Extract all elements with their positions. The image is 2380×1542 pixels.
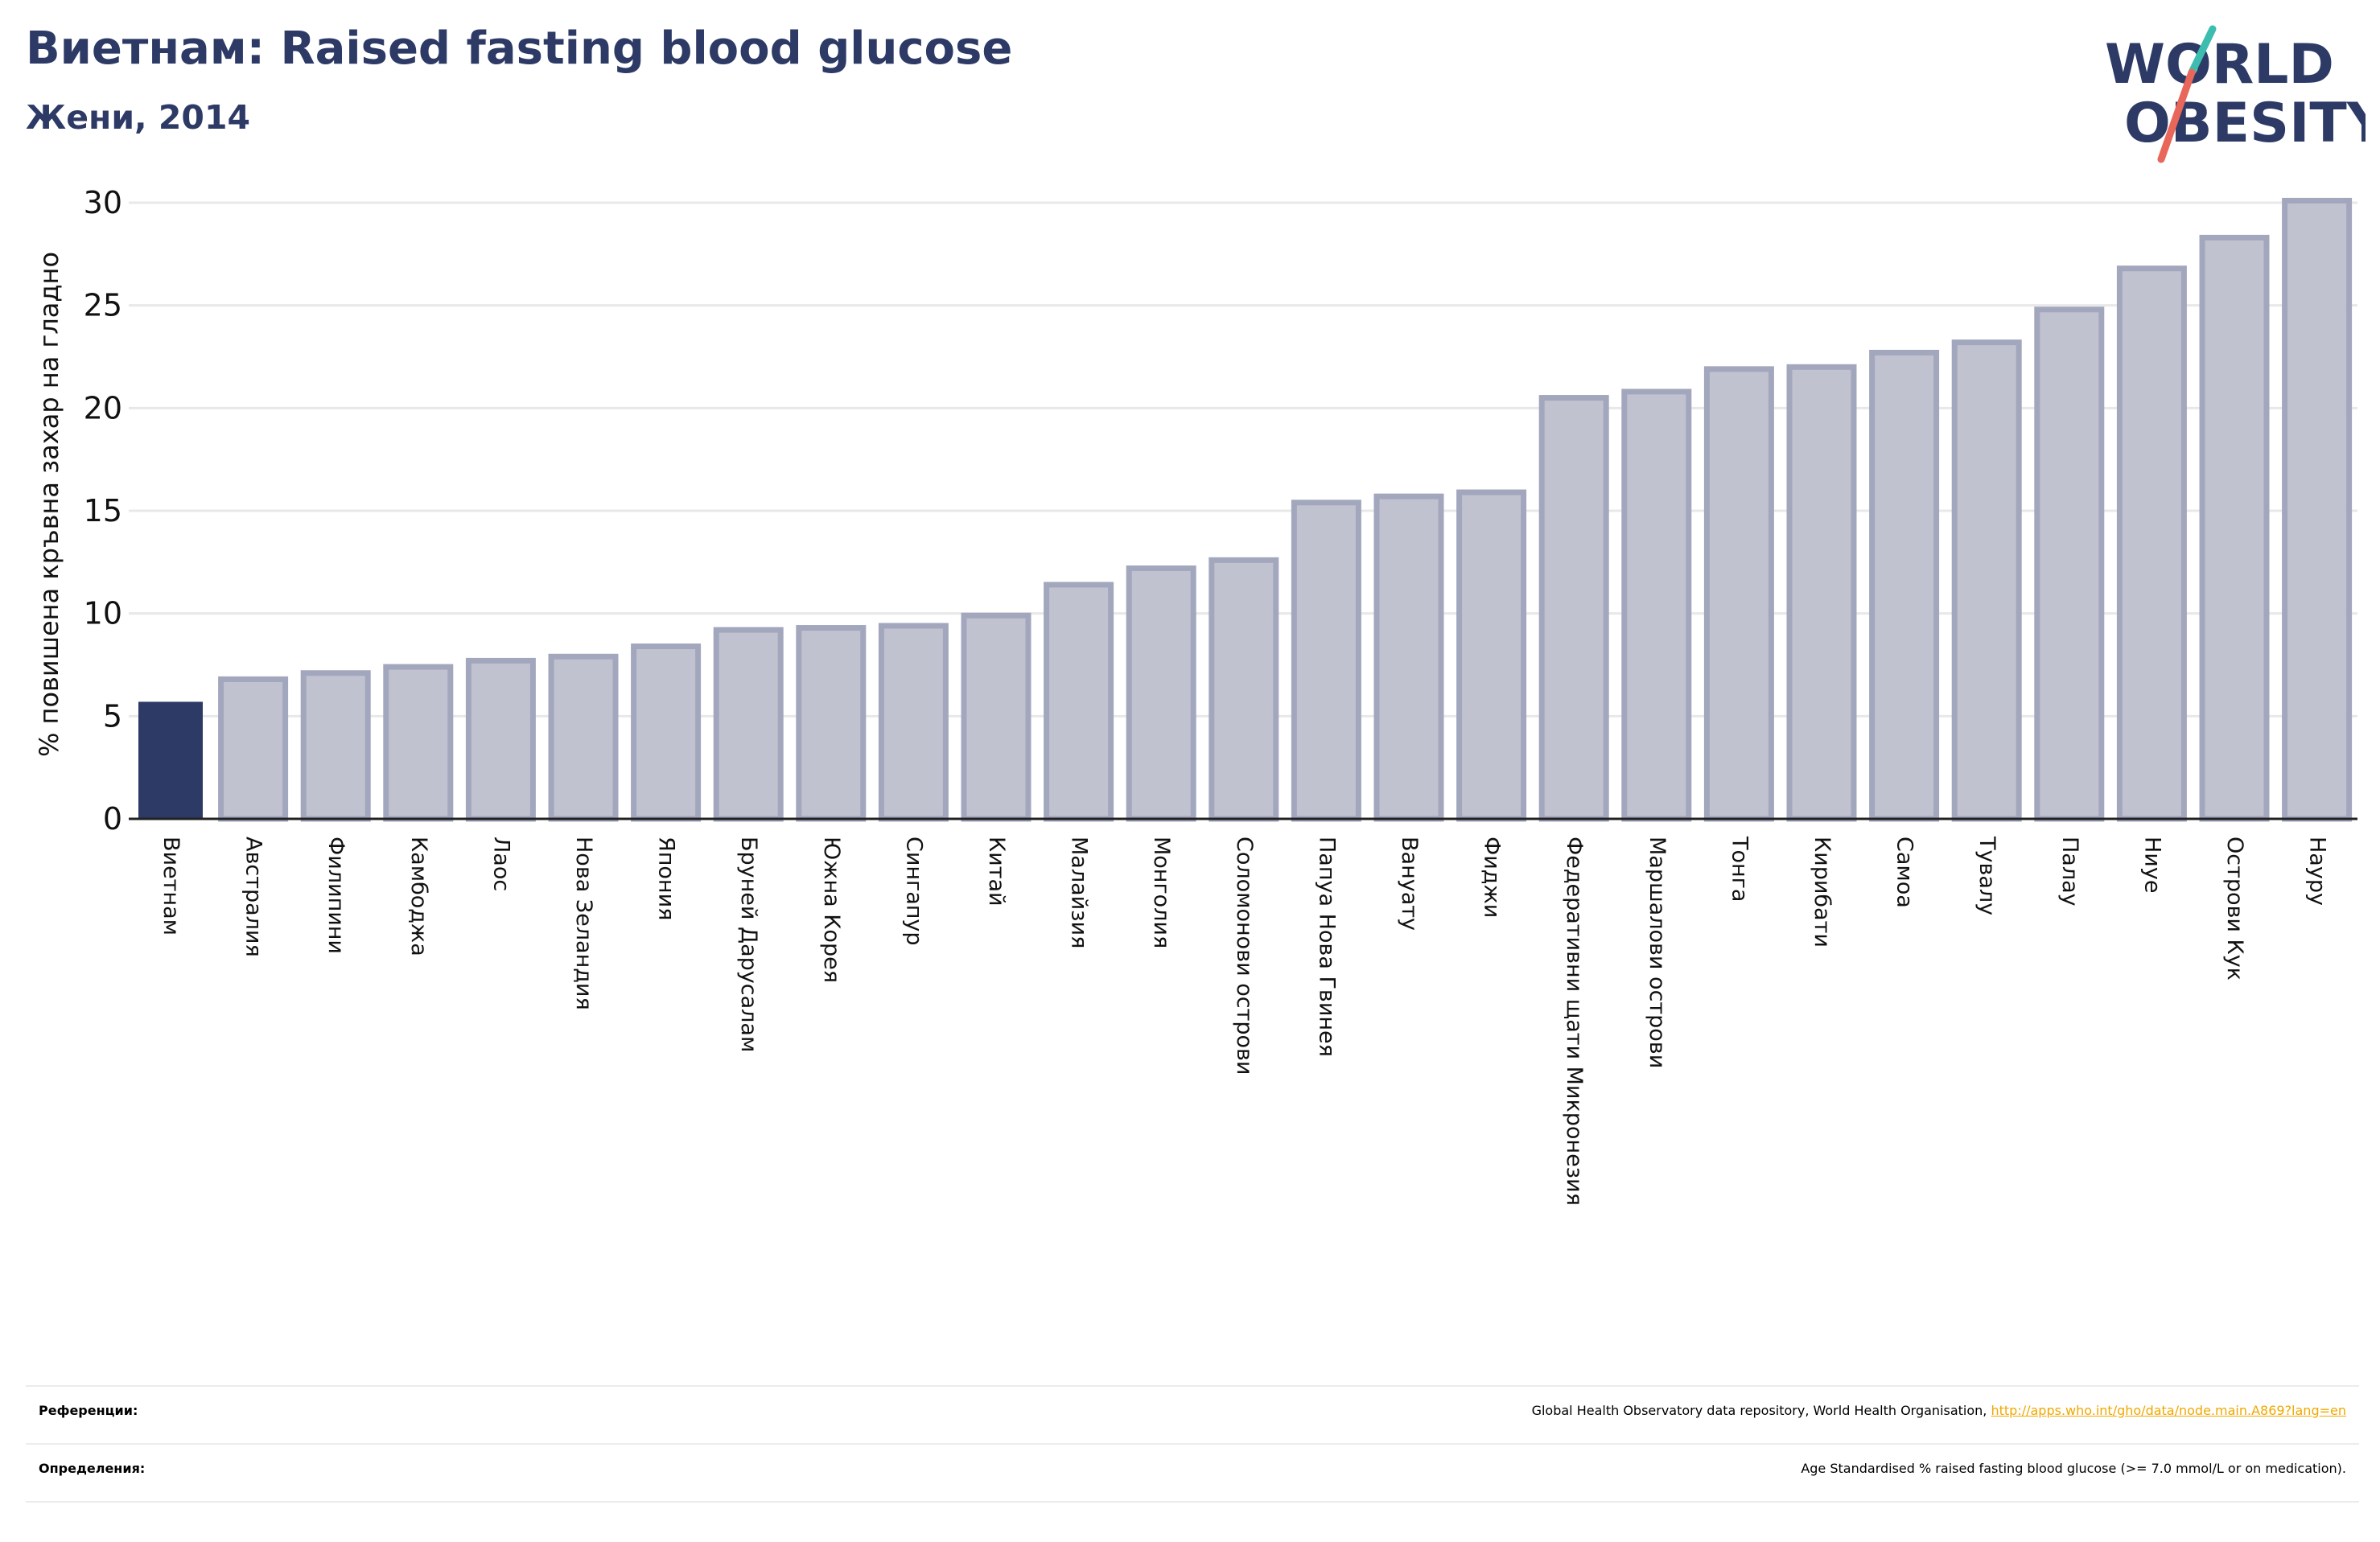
bar	[796, 625, 867, 822]
x-tick-label: Филипини	[323, 837, 348, 954]
references-value: Global Health Observatory data repositor…	[1532, 1403, 2346, 1418]
bar	[1291, 500, 1361, 822]
bar	[1951, 339, 2022, 822]
x-tick-label: Южна Корея	[819, 837, 844, 983]
x-tick-label: Малайзия	[1067, 837, 1092, 948]
bar	[1044, 582, 1114, 822]
bar	[1703, 366, 1774, 822]
x-tick-label: Камбоджа	[406, 837, 431, 956]
bar	[1786, 364, 1857, 822]
bar	[2116, 265, 2187, 822]
y-tick-label: 20	[84, 390, 122, 426]
x-tick-label: Австралия	[241, 837, 266, 957]
bar	[1126, 565, 1196, 822]
footer-divider	[26, 1501, 2359, 1503]
y-tick-label: 0	[103, 801, 122, 837]
x-tick-label: Самоа	[1892, 837, 1917, 908]
bar	[631, 644, 702, 822]
x-tick-label: Палау	[2057, 837, 2082, 907]
y-axis-label: % повишена кръвна захар на гладно	[34, 252, 64, 757]
logo-slash-red	[2157, 68, 2196, 163]
bar	[1209, 557, 1279, 822]
x-tick-label: Фиджи	[1480, 837, 1505, 918]
x-tick-label: Ниуе	[2139, 837, 2164, 893]
x-tick-label: Науру	[2305, 837, 2330, 906]
bar	[961, 612, 1031, 822]
world-obesity-logo: WORLD OBESITY	[2105, 25, 2366, 163]
y-tick-label: 15	[84, 493, 122, 528]
bar	[1373, 493, 1444, 822]
x-tick-label: Кирибати	[1810, 837, 1834, 948]
x-tick-labels: Виетнам Австралия Филипини Камбоджа Лаос Нова…	[159, 836, 2330, 1206]
x-tick-label: Нова Зеландия	[571, 837, 596, 1010]
y-tick-label: 25	[84, 288, 122, 323]
x-tick-label: Тонга	[1727, 836, 1752, 902]
bar	[1621, 389, 1692, 822]
bar	[2282, 197, 2353, 822]
bar	[1456, 489, 1527, 822]
x-tick-label: Монголия	[1149, 837, 1174, 948]
x-tick-label: Сингапур	[901, 837, 926, 946]
x-tick-label: Федеративни щати Микронезия	[1562, 837, 1587, 1206]
chart-title: Виетнам: Raised fasting blood glucose	[26, 23, 1013, 75]
bar	[548, 653, 619, 822]
definitions-label: Определения:	[39, 1461, 146, 1476]
y-tick-label: 30	[84, 185, 122, 220]
logo-line1: WORLD	[2105, 33, 2334, 97]
definitions-value: Age Standardised % raised fasting blood …	[1801, 1461, 2346, 1476]
x-tick-label: Бруней Дарусалам	[736, 837, 761, 1052]
x-tick-label: Папуа Нова Гвинея	[1314, 837, 1339, 1057]
bar-chart: 0 5 10 15 20 25 30 Виетнам Австралия Филипини Кам…	[34, 185, 2357, 1206]
x-tick-label: Китай	[984, 837, 1009, 907]
bar	[1538, 395, 1609, 822]
bar	[878, 623, 949, 822]
y-tick-label: 5	[103, 698, 122, 734]
bar	[300, 670, 371, 822]
x-tick-label: Острови Кук	[2222, 837, 2247, 981]
bar	[2199, 234, 2270, 822]
x-tick-label: Япония	[654, 837, 679, 920]
bar	[218, 676, 289, 822]
x-tick-label: Соломонови острови	[1232, 837, 1257, 1075]
bar	[713, 627, 784, 822]
bars	[138, 197, 2353, 822]
x-tick-label: Лаос	[488, 837, 513, 891]
bar	[465, 657, 536, 822]
logo-slash-teal	[2188, 25, 2217, 76]
bar	[138, 701, 203, 819]
references-link[interactable]: http://apps.who.int/gho/data/node.main.A…	[1991, 1403, 2346, 1418]
bar	[2034, 306, 2105, 822]
chart-subtitle: Жени, 2014	[26, 98, 251, 137]
x-tick-label: Маршалови острови	[1645, 837, 1670, 1068]
references-row: Референции: Global Health Observatory da…	[26, 1385, 2359, 1443]
definitions-row: Определения: Age Standardised % raised f…	[26, 1443, 2359, 1501]
x-tick-label: Вануату	[1397, 837, 1422, 931]
x-tick-label: Виетнам	[159, 837, 183, 935]
references-text: Global Health Observatory data repositor…	[1531, 1403, 1991, 1418]
bar	[383, 664, 454, 822]
y-tick-labels: 0 5 10 15 20 25 30	[84, 185, 122, 837]
x-tick-label: Тувалу	[1974, 836, 1999, 915]
references-label: Референции:	[39, 1403, 138, 1418]
bar	[1869, 349, 1940, 822]
y-tick-label: 10	[84, 596, 122, 631]
